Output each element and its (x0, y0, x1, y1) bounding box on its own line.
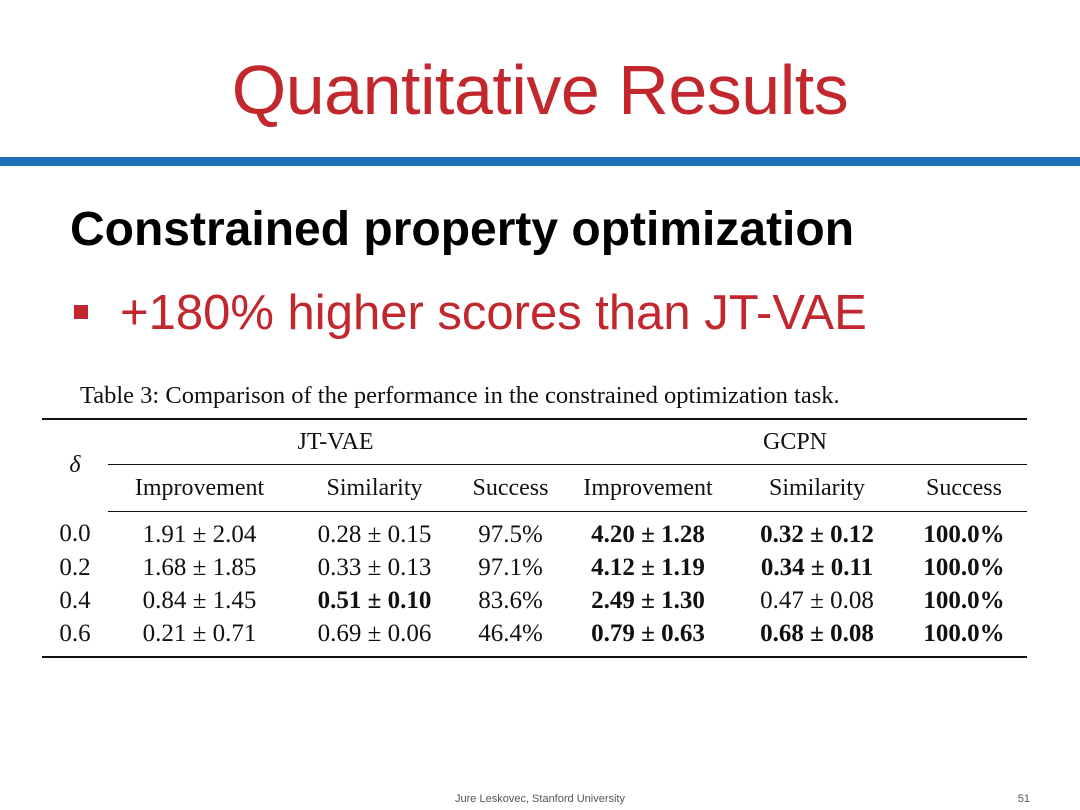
table-cell: 97.5% (478, 520, 543, 548)
table-cell: 4.20 ± 1.28 (591, 520, 705, 548)
title-divider (0, 157, 1080, 166)
table-caption: Table 3: Comparison of the performance i… (80, 382, 840, 409)
table-cell: 0.33 ± 0.13 (317, 553, 432, 581)
table-row: 0.6 0.21 ± 0.71 0.69 ± 0.06 46.4% 0.79 ± 0.6… (42, 617, 1027, 658)
footer-credit: Jure Leskovec, Stanford University (455, 793, 625, 805)
table-cell: 97.1% (478, 553, 543, 581)
page-number: 51 (1017, 793, 1030, 805)
table-cell: 0.34 ± 0.11 (760, 553, 874, 581)
table-cell: 0.51 ± 0.10 (317, 586, 432, 614)
delta-value: 0.4 (59, 586, 91, 614)
table-cell: 100.0% (923, 586, 1005, 614)
table-row: 0.4 0.84 ± 1.45 0.51 ± 0.10 83.6% 2.49 ± 1.3… (42, 584, 1027, 617)
table-cell: 0.84 ± 1.45 (142, 586, 257, 614)
table-row: 0.0 1.91 ± 2.04 0.28 ± 0.15 97.5% 4.20 ± 1.2… (42, 512, 1027, 552)
delta-value: 0.2 (59, 553, 91, 581)
column-header: Success (926, 474, 1002, 501)
column-header: Similarity (769, 474, 865, 501)
delta-value: 0.0 (59, 520, 91, 548)
table-cell: 46.4% (458, 617, 563, 658)
column-header: Improvement (583, 474, 713, 501)
slide-title: Quantitative Results (231, 51, 849, 129)
bullet-text: +180% higher scores than JT-VAE (120, 286, 867, 340)
table-cell: 0.28 ± 0.15 (317, 520, 432, 548)
results-table: δ JT-VAE GCPN Improvement Similarity Suc… (42, 418, 1027, 658)
column-header: Improvement (134, 474, 265, 501)
bullet-square-icon (74, 305, 88, 319)
table-body: 0.0 1.91 ± 2.04 0.28 ± 0.15 97.5% 4.20 ± 1.2… (42, 512, 1027, 658)
table-row: 0.2 1.68 ± 1.85 0.33 ± 0.13 97.1% 4.12 ± 1.1… (42, 551, 1027, 584)
column-header: Similarity (326, 474, 423, 501)
group-header-gcpn: GCPN (762, 428, 828, 455)
table-cell: 0.79 ± 0.63 (563, 617, 733, 658)
table-cell: 1.68 ± 1.85 (142, 553, 257, 581)
table-cell: 83.6% (478, 586, 543, 614)
table-cell: 100.0% (923, 520, 1005, 548)
group-header-jtvae: JT-VAE (297, 428, 374, 455)
table-cell: 100.0% (901, 617, 1027, 658)
table-cell: 0.47 ± 0.08 (760, 586, 874, 614)
table-cell: 1.91 ± 2.04 (142, 520, 257, 548)
delta-value: 0.6 (42, 617, 108, 658)
table-cell: 100.0% (923, 553, 1005, 581)
table-cell: 0.21 ± 0.71 (108, 617, 291, 658)
table-cell: 0.32 ± 0.12 (760, 520, 874, 548)
results-table-container: δ JT-VAE GCPN Improvement Similarity Suc… (42, 418, 1027, 658)
column-header: Success (472, 474, 549, 501)
table-cell: 2.49 ± 1.30 (591, 586, 705, 614)
delta-header: δ (69, 452, 81, 479)
table-cell: 0.68 ± 0.08 (733, 617, 901, 658)
table-cell: 0.69 ± 0.06 (291, 617, 458, 658)
section-heading: Constrained property optimization (70, 203, 855, 256)
table-cell: 4.12 ± 1.19 (591, 553, 705, 581)
